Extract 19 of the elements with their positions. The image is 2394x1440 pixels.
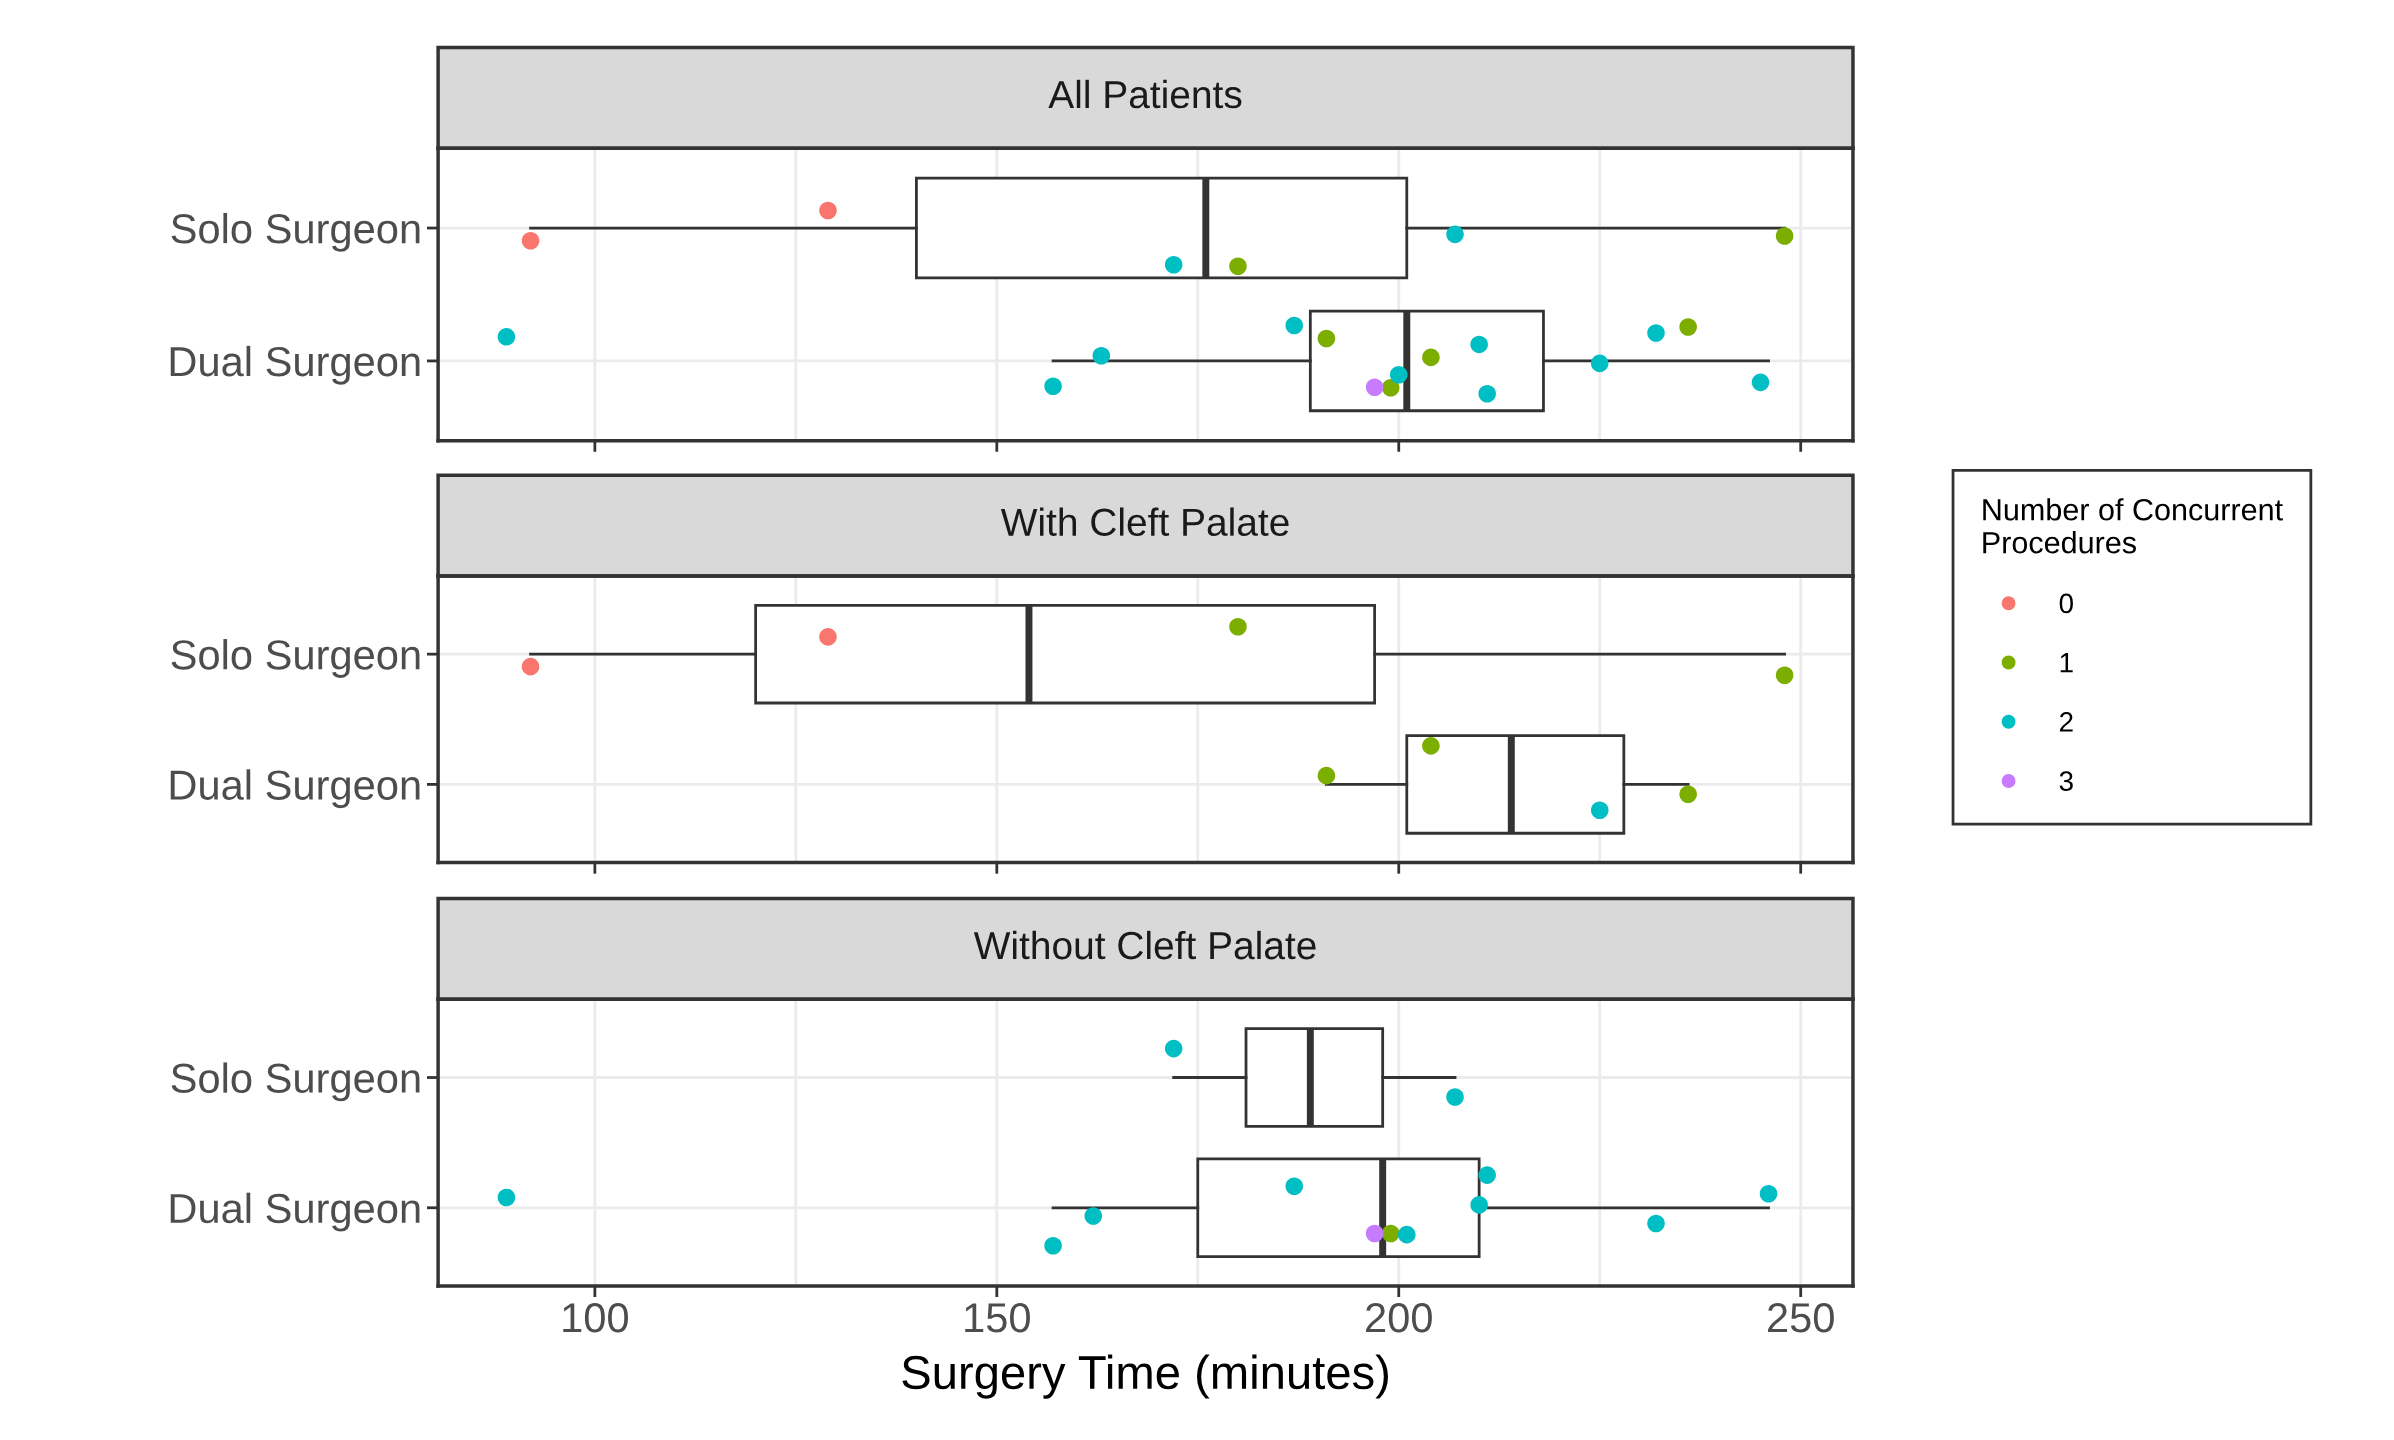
- chart-title: Without Cleft Palate: [973, 930, 1316, 960]
- x-tick-label: 250: [1768, 1302, 1834, 1333]
- x-axis-title: Surgery Time (minutes): [902, 1354, 1388, 1399]
- legend-title: Number of Concurrent Procedures: [1983, 498, 2283, 554]
- y-tick-label: Solo Surgeon: [171, 212, 420, 252]
- y-tick-label: Solo Surgeon: [171, 1062, 420, 1102]
- legend-label: 3: [2059, 771, 2073, 791]
- x-tick-label: 150: [965, 1302, 1030, 1333]
- y-tick-label: Dual Surgeon: [170, 1192, 420, 1232]
- y-tick-label: Dual Surgeon: [170, 769, 420, 809]
- legend-label: 2: [2059, 712, 2073, 732]
- x-tick-label: 100: [563, 1302, 628, 1333]
- legend-label: 0: [2059, 593, 2073, 614]
- legend-label: 1: [2060, 653, 2073, 673]
- x-tick-label: 200: [1366, 1302, 1432, 1333]
- y-tick-label: Solo Surgeon: [171, 639, 420, 678]
- y-tick-label: Dual Surgeon: [170, 345, 420, 385]
- chart-title: With Cleft Palate: [1000, 507, 1289, 537]
- chart-title: All Patients: [1048, 79, 1242, 109]
